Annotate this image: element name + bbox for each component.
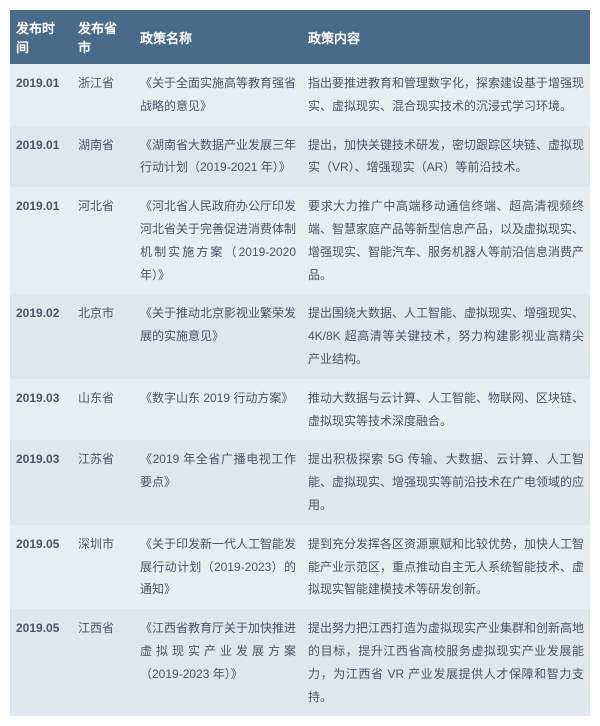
cell-province: 江苏省 bbox=[72, 440, 134, 524]
cell-province: 河北省 bbox=[72, 187, 134, 294]
cell-date: 2019.05 bbox=[10, 609, 72, 716]
cell-name: 《关于推动北京影视业繁荣发展的实施意见》 bbox=[134, 294, 302, 378]
cell-name: 《江西省教育厅关于加快推进虚拟现实产业发展方案（2019-2023 年）》 bbox=[134, 609, 302, 716]
table-row: 2019.02 北京市 《关于推动北京影视业繁荣发展的实施意见》 提出围绕大数据… bbox=[10, 294, 590, 378]
header-name: 政策名称 bbox=[134, 10, 302, 64]
cell-date: 2019.01 bbox=[10, 187, 72, 294]
table-row: 2019.03 江苏省 《2019 年全省广播电视工作要点》 提出积极探索 5G… bbox=[10, 440, 590, 524]
table-row: 2019.01 河北省 《河北省人民政府办公厅印发河北省关于完善促进消费体制机制… bbox=[10, 187, 590, 294]
cell-content: 提出，加快关键技术研发，密切跟踪区块链、虚拟现实（VR）、增强现实（AR）等前沿… bbox=[302, 126, 590, 188]
table-row: 2019.01 浙江省 《关于全面实施高等教育强省战略的意见》 指出要推进教育和… bbox=[10, 64, 590, 126]
cell-name: 《数字山东 2019 行动方案》 bbox=[134, 379, 302, 441]
cell-name: 《2019 年全省广播电视工作要点》 bbox=[134, 440, 302, 524]
table-body: 2019.01 浙江省 《关于全面实施高等教育强省战略的意见》 指出要推进教育和… bbox=[10, 64, 590, 716]
cell-date: 2019.01 bbox=[10, 126, 72, 188]
cell-content: 提到充分发挥各区资源禀赋和比较优势，加快人工智能产业示范区，重点推动自主无人系统… bbox=[302, 525, 590, 609]
table-row: 2019.01 湖南省 《湖南省大数据产业发展三年行动计划（2019-2021 … bbox=[10, 126, 590, 188]
cell-date: 2019.03 bbox=[10, 440, 72, 524]
cell-content: 推动大数据与云计算、人工智能、物联网、区块链、虚拟现实等技术深度融合。 bbox=[302, 379, 590, 441]
cell-province: 深圳市 bbox=[72, 525, 134, 609]
header-province: 发布省市 bbox=[72, 10, 134, 64]
table-row: 2019.05 深圳市 《关于印发新一代人工智能发展行动计划（2019-2023… bbox=[10, 525, 590, 609]
cell-province: 湖南省 bbox=[72, 126, 134, 188]
cell-province: 山东省 bbox=[72, 379, 134, 441]
table-header: 发布时间 发布省市 政策名称 政策内容 bbox=[10, 10, 590, 64]
cell-date: 2019.01 bbox=[10, 64, 72, 126]
policy-table: 发布时间 发布省市 政策名称 政策内容 2019.01 浙江省 《关于全面实施高… bbox=[10, 10, 590, 716]
cell-province: 江西省 bbox=[72, 609, 134, 716]
cell-name: 《关于印发新一代人工智能发展行动计划（2019-2023）的通知》 bbox=[134, 525, 302, 609]
cell-content: 提出围绕大数据、人工智能、虚拟现实、增强现实、4K/8K 超高清等关键技术，努力… bbox=[302, 294, 590, 378]
cell-content: 指出要推进教育和管理数字化，探索建设基于增强现实、虚拟现实、混合现实技术的沉浸式… bbox=[302, 64, 590, 126]
cell-province: 北京市 bbox=[72, 294, 134, 378]
header-content: 政策内容 bbox=[302, 10, 590, 64]
cell-content: 提出积极探索 5G 传输、大数据、云计算、人工智能、虚拟现实、增强现实等前沿技术… bbox=[302, 440, 590, 524]
cell-date: 2019.03 bbox=[10, 379, 72, 441]
cell-content: 提出努力把江西打造为虚拟现实产业集群和创新高地的目标，提升江西省高校服务虚拟现实… bbox=[302, 609, 590, 716]
cell-date: 2019.02 bbox=[10, 294, 72, 378]
table-row: 2019.03 山东省 《数字山东 2019 行动方案》 推动大数据与云计算、人… bbox=[10, 379, 590, 441]
cell-province: 浙江省 bbox=[72, 64, 134, 126]
cell-name: 《河北省人民政府办公厅印发河北省关于完善促进消费体制机制实施方案（2019-20… bbox=[134, 187, 302, 294]
cell-name: 《湖南省大数据产业发展三年行动计划（2019-2021 年）》 bbox=[134, 126, 302, 188]
cell-content: 要求大力推广中高端移动通信终端、超高清视频终端、智慧家庭产品等新型信息产品，以及… bbox=[302, 187, 590, 294]
cell-date: 2019.05 bbox=[10, 525, 72, 609]
cell-name: 《关于全面实施高等教育强省战略的意见》 bbox=[134, 64, 302, 126]
table-row: 2019.05 江西省 《江西省教育厅关于加快推进虚拟现实产业发展方案（2019… bbox=[10, 609, 590, 716]
header-date: 发布时间 bbox=[10, 10, 72, 64]
